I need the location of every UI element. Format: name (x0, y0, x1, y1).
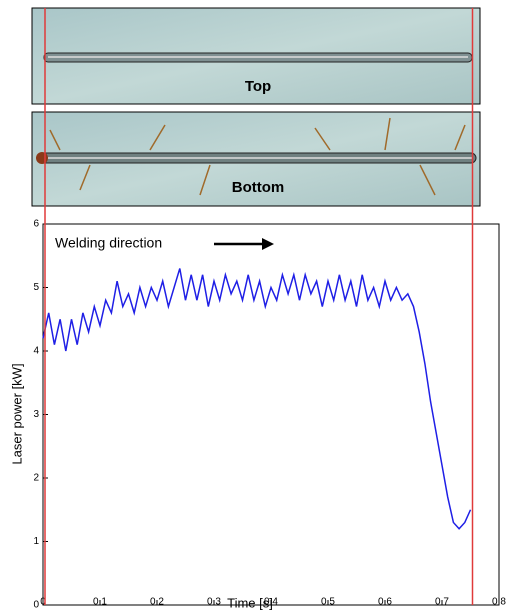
x-tick-label: 0.2 (150, 597, 164, 608)
annotation: Welding direction (55, 235, 162, 251)
x-tick-label: 0.3 (207, 597, 221, 608)
x-tick-label: 0.4 (264, 597, 278, 608)
y-tick-label: 1 (33, 536, 39, 547)
y-tick-label: 5 (33, 282, 39, 293)
line-series (42, 268, 472, 530)
direction-arrow (214, 238, 274, 250)
y-tick-label: 0 (33, 600, 39, 610)
x-tick-label: 0.7 (435, 597, 449, 608)
y-tick-label: 4 (33, 346, 39, 357)
panel-label: Bottom (232, 179, 285, 196)
x-tick-label: 0.1 (93, 597, 107, 608)
bottom-photo (31, 111, 481, 207)
x-tick-label: 0.5 (321, 597, 335, 608)
x-tick-label: 0.6 (378, 597, 392, 608)
y-axis-label: Laser power [kW] (9, 363, 24, 464)
x-axis-label: Time [s] (227, 595, 273, 610)
y-tick-label: 6 (33, 219, 39, 230)
panel-label: Top (245, 78, 271, 95)
x-tick-label: 0 (40, 597, 46, 608)
y-tick-label: 2 (33, 473, 39, 484)
x-tick-label: 0.8 (492, 597, 506, 608)
top-photo (31, 7, 481, 105)
y-tick-label: 3 (33, 409, 39, 420)
plot-frame (42, 223, 500, 606)
